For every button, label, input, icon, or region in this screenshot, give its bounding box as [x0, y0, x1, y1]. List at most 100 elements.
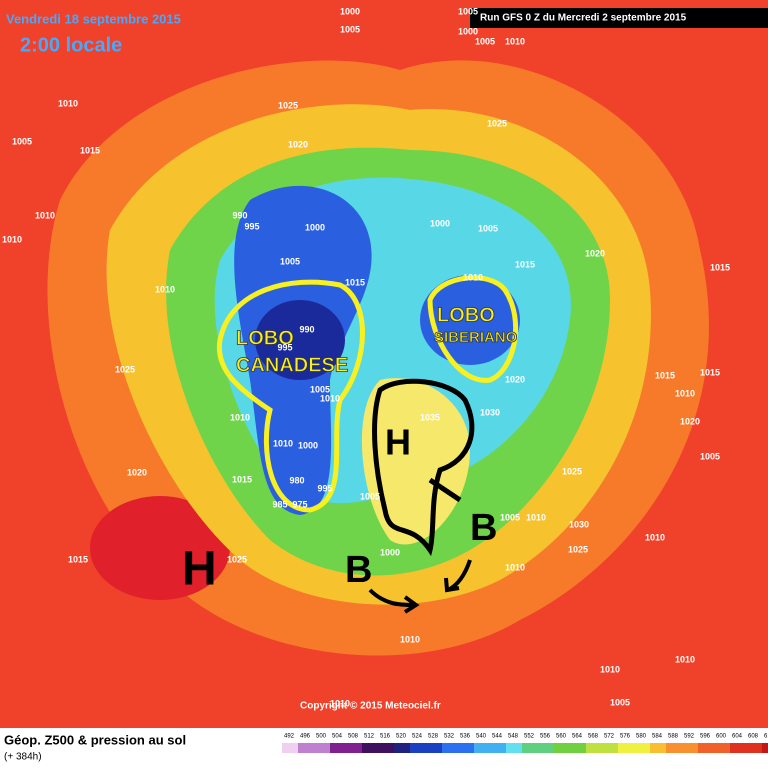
pressure-label: 1005: [340, 24, 360, 34]
legend-swatch: [522, 743, 538, 753]
pressure-label: 985: [272, 499, 287, 509]
legend-swatch: [506, 743, 522, 753]
zone-high-north: [361, 378, 470, 545]
footer-title: Géop. Z500 & pression au sol: [4, 732, 186, 747]
pressure-label: 1010: [505, 562, 525, 572]
legend-swatch: [314, 743, 330, 753]
legend-swatch: [570, 743, 586, 753]
legend-tick: 548: [508, 734, 519, 740]
pressure-label: 1000: [305, 222, 325, 232]
pressure-label: 1015: [700, 367, 720, 377]
legend-tick: 560: [556, 734, 567, 740]
pressure-label: 1020: [288, 139, 308, 149]
pressure-label: 1020: [585, 248, 605, 258]
pressure-label: 975: [292, 499, 307, 509]
pressure-label: 1005: [310, 384, 330, 394]
legend-swatch: [426, 743, 442, 753]
annotation: SIBERIANO: [434, 329, 518, 346]
legend-tick: 592: [684, 734, 695, 740]
legend-swatch: [634, 743, 650, 753]
pressure-label: 1010: [675, 654, 695, 664]
zone-low-core: [255, 300, 345, 380]
pressure-label: 1005: [280, 256, 300, 266]
legend-swatch: [602, 743, 618, 753]
legend-tick: 568: [588, 734, 599, 740]
outline-high: [372, 378, 475, 557]
pressure-label: 1020: [680, 416, 700, 426]
pressure-label: 1010: [58, 98, 78, 108]
pressure-label: 1010: [463, 272, 483, 282]
annotation: H: [385, 422, 411, 463]
zone-blue-siberia: [420, 275, 520, 365]
legend-tick: 540: [476, 734, 487, 740]
pressure-label: 1025: [562, 466, 582, 476]
legend-tick: 520: [396, 734, 407, 740]
legend-tick: 532: [444, 734, 455, 740]
legend-tick: 556: [540, 734, 551, 740]
pressure-label: 990: [232, 210, 247, 220]
legend-tick: 576: [620, 734, 631, 740]
pressure-label: 1015: [232, 474, 252, 484]
pressure-label: 1030: [569, 519, 589, 529]
legend-swatch: [618, 743, 634, 753]
legend-swatch: [458, 743, 474, 753]
pressure-label: 1030: [480, 407, 500, 417]
pressure-label: 1005: [478, 223, 498, 233]
legend-tick: 572: [604, 734, 615, 740]
pressure-label: 1010: [155, 284, 175, 294]
annotation: CANADESE: [236, 354, 348, 376]
legend-swatch: [650, 743, 666, 753]
legend-tick: 564: [572, 734, 583, 740]
pressure-label: 995: [277, 342, 292, 352]
pressure-label: 1005: [475, 36, 495, 46]
pressure-label: 1005: [458, 6, 478, 16]
legend-tick: 528: [428, 734, 439, 740]
pressure-label: 1005: [500, 512, 520, 522]
pressure-label: 1015: [345, 277, 365, 287]
legend-tick: 608: [748, 734, 759, 740]
pressure-label: 1010: [645, 532, 665, 542]
legend-tick: 544: [492, 734, 503, 740]
annotation: B: [345, 549, 372, 591]
pressure-label: 1005: [610, 697, 630, 707]
pressure-label: 1010: [526, 512, 546, 522]
pressure-label: 1010: [505, 36, 525, 46]
legend-tick: 596: [700, 734, 711, 740]
legend-swatch: [442, 743, 458, 753]
pressure-label: 1010: [600, 664, 620, 674]
pressure-label: 1000: [380, 547, 400, 557]
pressure-label: 1000: [298, 440, 318, 450]
pressure-label: 1015: [710, 262, 730, 272]
legend-tick: 516: [380, 734, 391, 740]
pressure-label: 1005: [360, 491, 380, 501]
arrows: [368, 559, 472, 614]
pressure-label: 1000: [458, 26, 478, 36]
pressure-label: 1010: [273, 438, 293, 448]
pressure-label: 980: [289, 475, 304, 485]
legend-swatch: [554, 743, 570, 753]
pressure-label: 1000: [430, 218, 450, 228]
annotation: H: [182, 543, 217, 596]
legend-swatch: [586, 743, 602, 753]
pressure-label: 1025: [487, 118, 507, 128]
legend-tick: 508: [348, 734, 359, 740]
legend-swatch: [746, 743, 762, 753]
pressure-label: 1025: [568, 544, 588, 554]
annotation: LOBO: [437, 304, 495, 326]
legend-swatch: [698, 743, 714, 753]
legend-tick: 524: [412, 734, 423, 740]
zone-high: [90, 496, 230, 600]
legend-tick: 604: [732, 734, 743, 740]
legend-tick: 584: [652, 734, 663, 740]
legend-tick: 512: [364, 734, 375, 740]
legend-swatch: [714, 743, 730, 753]
legend-tick: 536: [460, 734, 471, 740]
pressure-label: 1010: [2, 234, 22, 244]
annotation: B: [470, 507, 497, 549]
pressure-label: 1025: [227, 554, 247, 564]
legend-swatch: [490, 743, 506, 753]
pressure-label: 995: [317, 483, 332, 493]
legend-swatch: [410, 743, 426, 753]
pressure-label: 1010: [675, 388, 695, 398]
legend-swatch: [378, 743, 394, 753]
